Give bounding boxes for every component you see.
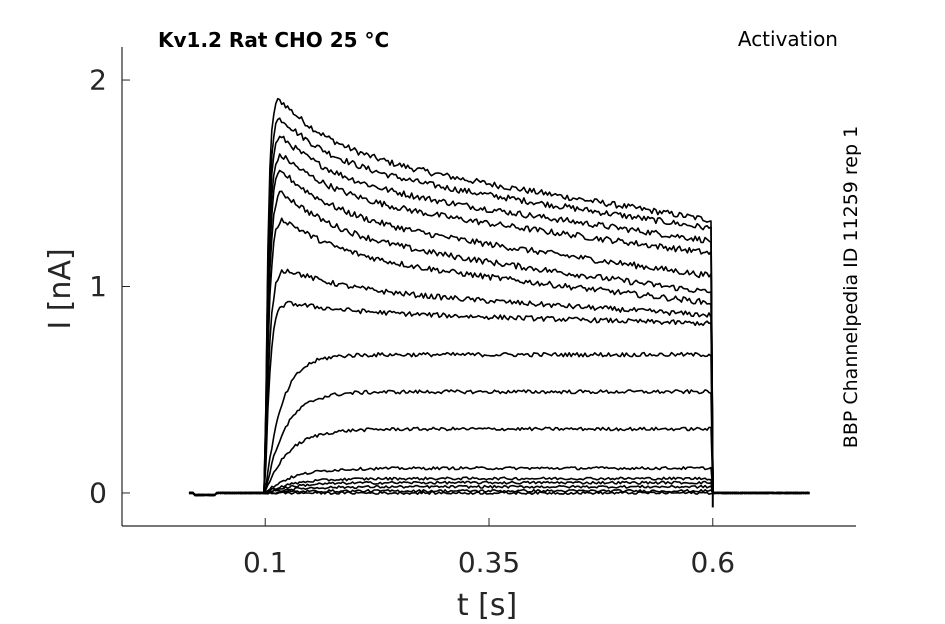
x-axis-label: t [s] (457, 588, 517, 623)
trace-12 (188, 426, 810, 497)
trace-13 (188, 465, 810, 497)
y-axis-label: I [nA] (43, 248, 78, 329)
y-tick-label-1: 1 (89, 270, 107, 303)
y-tick-label-0: 0 (89, 476, 107, 509)
y-tick-label-2: 2 (89, 64, 107, 97)
trace-7 (189, 217, 810, 497)
trace-14 (188, 476, 810, 497)
trace-6 (188, 190, 810, 497)
trace-3 (188, 135, 810, 497)
protocol-annotation: Activation (738, 27, 838, 51)
chart-title: Kv1.2 Rat CHO 25 °C (158, 28, 389, 52)
trace-17 (188, 488, 810, 497)
x-tick-label-2: 0.6 (691, 546, 736, 579)
current-traces (188, 97, 810, 508)
trace-15 (189, 480, 810, 497)
trace-9 (188, 300, 810, 497)
trace-16 (188, 484, 810, 497)
trace-8 (188, 268, 810, 497)
x-tick-label-0: 0.1 (243, 546, 288, 579)
trace-1 (188, 97, 810, 497)
axes: 0 1 2 0.1 0.35 0.6 (89, 47, 856, 579)
trace-2 (188, 117, 810, 497)
trace-4 (189, 153, 810, 497)
trace-11 (188, 389, 810, 497)
trace-10 (188, 351, 810, 497)
x-tick-label-1: 0.35 (458, 546, 520, 579)
trace-18 (188, 490, 810, 497)
source-label: BBP Channelpedia ID 11259 rep 1 (840, 126, 862, 448)
trace-5 (189, 169, 810, 497)
